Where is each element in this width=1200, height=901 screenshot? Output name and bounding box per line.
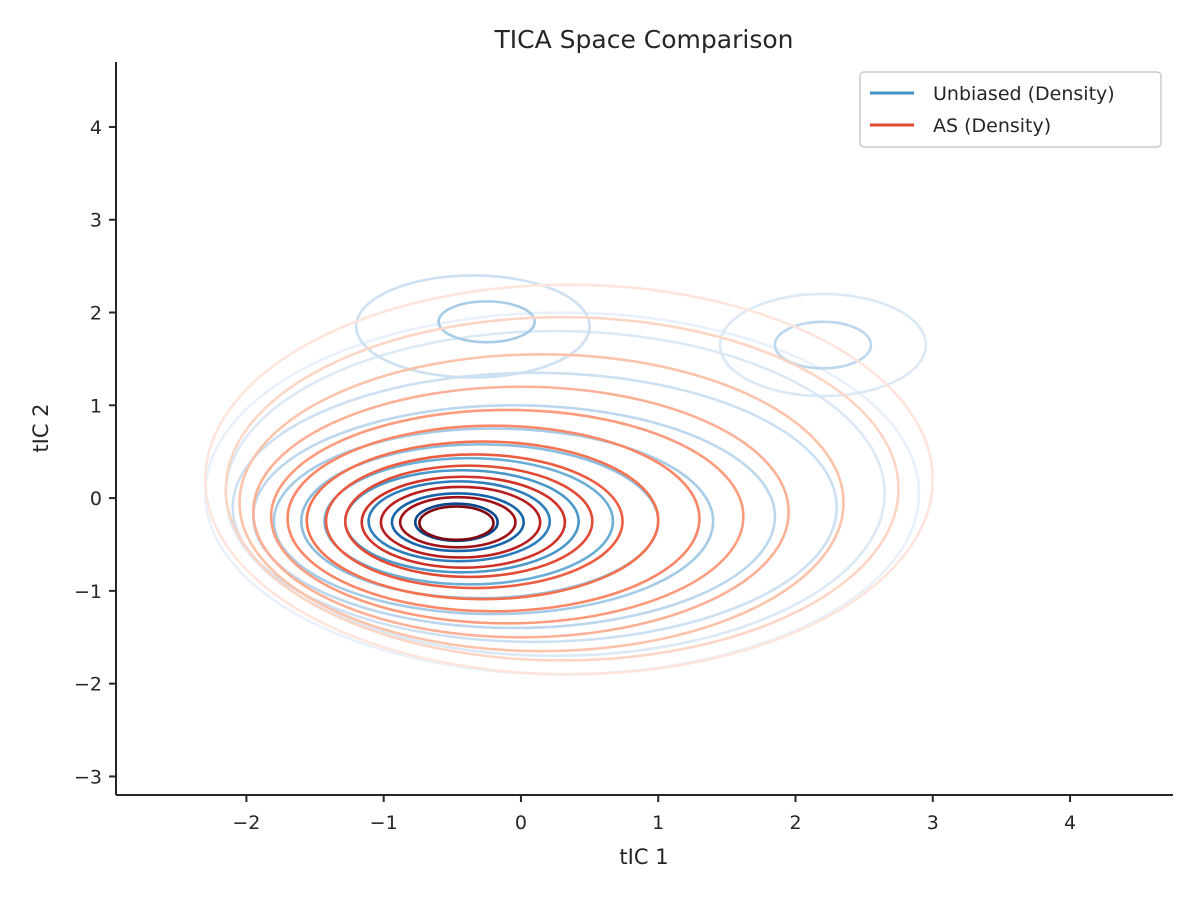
x-tick-label: 2 bbox=[789, 812, 801, 834]
contour-level-5-0 bbox=[286, 424, 701, 613]
y-axis-label: tIC 2 bbox=[29, 403, 53, 452]
y-tick-label: −3 bbox=[74, 766, 102, 788]
contour-level-3-1 bbox=[773, 320, 873, 370]
contour-layer bbox=[203, 274, 935, 676]
x-tick-label: 1 bbox=[652, 812, 664, 834]
axes: −2 −1 0 1 2 3 4 −3 −2 −1 0 1 2 3 4 bbox=[74, 62, 1173, 834]
y-tick-label: 2 bbox=[90, 303, 102, 325]
x-axis-label: tIC 1 bbox=[619, 845, 668, 869]
contour-level-10-0 bbox=[379, 485, 542, 559]
legend-frame bbox=[859, 71, 1162, 148]
contour-level-10-0 bbox=[413, 502, 499, 543]
y-tick-label: −2 bbox=[74, 674, 102, 696]
contour-level-9-0 bbox=[360, 475, 567, 569]
contour-level-6-0 bbox=[323, 456, 615, 586]
y-tick-label: −1 bbox=[74, 581, 102, 603]
legend: Unbiased (Density) AS (Density) bbox=[859, 71, 1162, 148]
x-tick-label: −1 bbox=[370, 812, 398, 834]
contour-level-9-0 bbox=[390, 492, 525, 553]
chart-title: TICA Space Comparison bbox=[494, 25, 794, 54]
contour-level-0-0 bbox=[203, 283, 935, 676]
legend-label-unbiased: Unbiased (Density) bbox=[933, 83, 1115, 105]
y-tick-label: 0 bbox=[90, 488, 102, 510]
y-tick-label: 4 bbox=[90, 117, 102, 139]
contour-series-as bbox=[203, 283, 935, 676]
legend-label-as: AS (Density) bbox=[933, 115, 1051, 137]
contour-level-2-0 bbox=[231, 371, 838, 644]
contour-level-4-0 bbox=[272, 427, 715, 616]
contour-level-3-0 bbox=[251, 385, 790, 639]
contour-level-7-0 bbox=[324, 453, 624, 590]
contour-level-8-0 bbox=[343, 464, 594, 579]
contour-level-1-1 bbox=[718, 292, 928, 398]
contour-level-11-0 bbox=[398, 495, 517, 549]
contour-level-12-0 bbox=[418, 505, 495, 542]
y-tick-label: 3 bbox=[90, 210, 102, 232]
contour-level-4-0 bbox=[269, 408, 745, 625]
contour-level-2-1 bbox=[354, 274, 591, 379]
x-tick-label: 4 bbox=[1064, 812, 1076, 834]
y-tick-label: 1 bbox=[90, 395, 102, 417]
contour-level-4-1 bbox=[437, 300, 536, 344]
x-tick-label: 3 bbox=[927, 812, 939, 834]
x-tick-label: 0 bbox=[515, 812, 527, 834]
contour-level-2-0 bbox=[238, 352, 845, 653]
contour-level-1-0 bbox=[224, 315, 900, 662]
contour-level-8-0 bbox=[367, 480, 552, 563]
x-tick-label: −2 bbox=[232, 812, 260, 834]
contour-level-6-0 bbox=[305, 440, 660, 601]
